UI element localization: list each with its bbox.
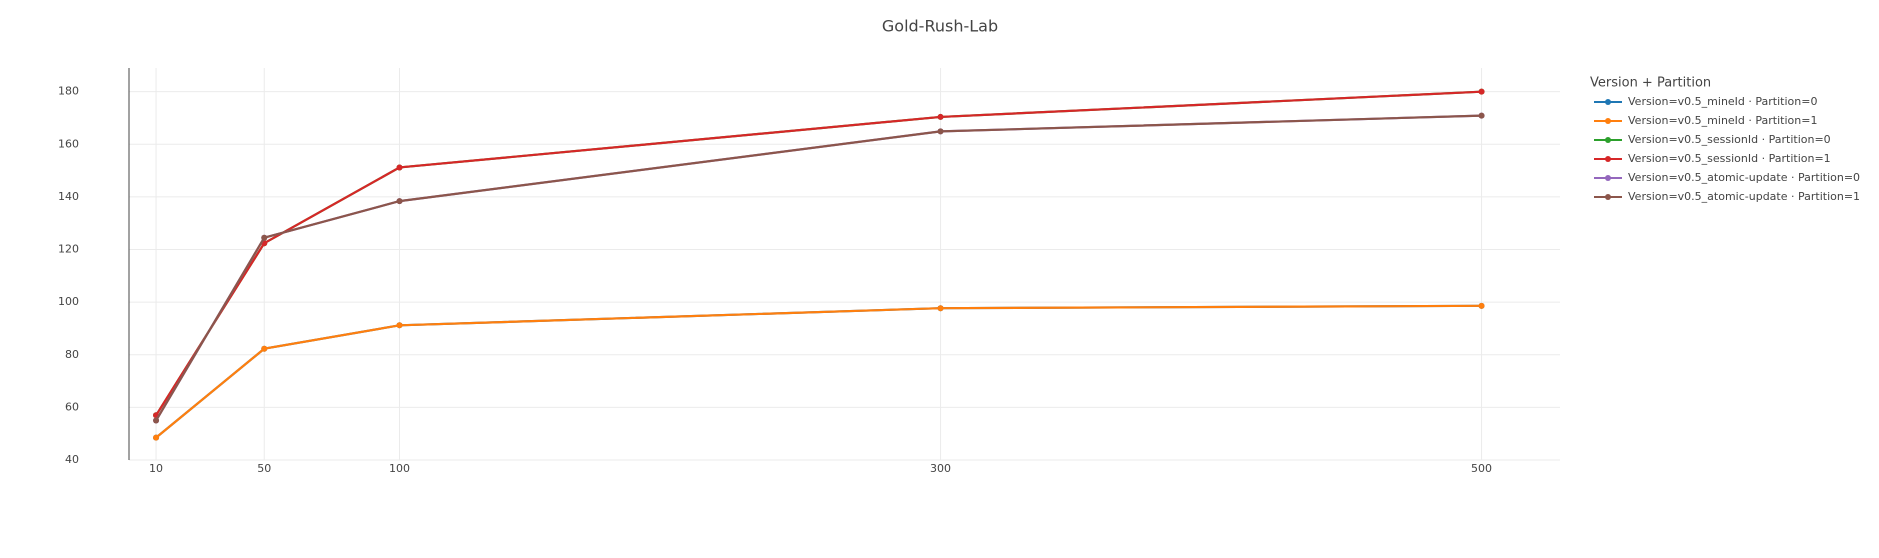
y-tick-label: 160 [58, 137, 79, 150]
point [937, 113, 944, 120]
x-tick-label: 500 [1471, 462, 1492, 475]
point [1478, 302, 1485, 309]
legend-label: Version=v0.5_sessionId · Partition=1 [1628, 152, 1831, 165]
series-line [155, 90, 1482, 416]
point [1478, 88, 1485, 95]
x-tick-label: 50 [257, 462, 271, 475]
y-tick-label: 140 [58, 190, 79, 203]
point [937, 128, 944, 135]
legend-label: Version=v0.5_sessionId · Partition=0 [1628, 133, 1831, 146]
point [396, 164, 403, 171]
x-tick-label: 100 [389, 462, 410, 475]
legend-marker [1605, 175, 1611, 181]
series-line [155, 114, 1482, 422]
series-line [155, 304, 1482, 439]
y-tick-label: 100 [58, 295, 79, 308]
point [1478, 112, 1485, 119]
legend-title: Version + Partition [1590, 76, 1711, 91]
point [937, 305, 944, 312]
point [153, 417, 160, 424]
series-line [155, 304, 1482, 439]
y-tick-label: 80 [65, 348, 79, 361]
legend-marker [1605, 194, 1611, 200]
y-tick-label: 40 [65, 453, 79, 466]
point [261, 345, 268, 352]
series-line [155, 90, 1482, 416]
chart-title: Gold-Rush-Lab [882, 17, 998, 36]
point [261, 234, 268, 241]
y-tick-label: 180 [58, 85, 79, 98]
point [153, 434, 160, 441]
legend-marker [1605, 118, 1611, 124]
legend-label: Version=v0.5_atomic-update · Partition=0 [1628, 171, 1860, 184]
legend-marker [1605, 156, 1611, 162]
legend-marker [1605, 137, 1611, 143]
legend-marker [1605, 99, 1611, 105]
series-line [155, 114, 1482, 422]
legend-label: Version=v0.5_mineId · Partition=0 [1628, 95, 1817, 108]
legend-label: Version=v0.5_atomic-update · Partition=1 [1628, 190, 1860, 203]
point [396, 322, 403, 329]
x-tick-label: 10 [149, 462, 163, 475]
y-tick-label: 60 [65, 400, 79, 413]
point [396, 198, 403, 205]
y-tick-label: 120 [58, 243, 79, 256]
x-tick-label: 300 [930, 462, 951, 475]
legend-label: Version=v0.5_mineId · Partition=1 [1628, 114, 1817, 127]
